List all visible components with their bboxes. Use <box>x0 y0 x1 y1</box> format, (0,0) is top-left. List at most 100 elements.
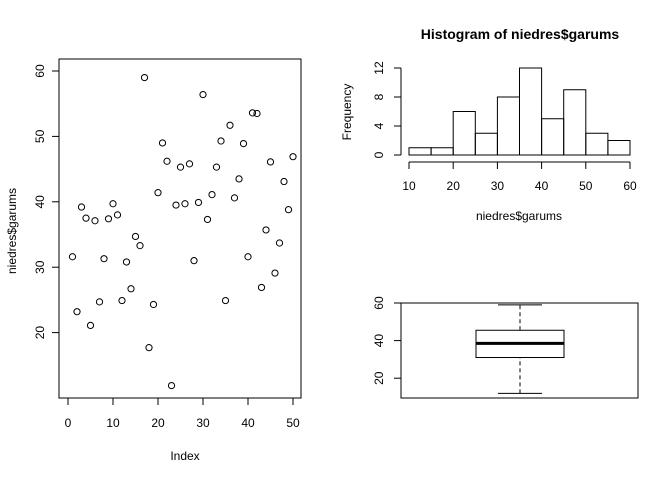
scatter-point <box>154 189 162 197</box>
scatter-y-tick-label: 60 <box>33 64 47 78</box>
histogram-x-tick-label: 20 <box>447 179 461 193</box>
scatter-point <box>266 158 275 166</box>
boxplot-y-axis: 20 40 60 <box>372 296 402 385</box>
scatter-point <box>203 215 212 224</box>
scatter-x-tick-label: 0 <box>65 416 72 430</box>
scatter-point <box>239 139 248 148</box>
histogram-x-tick-label: 50 <box>579 179 593 193</box>
histogram-bar <box>607 140 631 156</box>
scatter-point <box>149 300 158 309</box>
scatter-x-tick-label: 20 <box>151 416 165 430</box>
scatter-panel: 0 10 20 30 40 50 20 30 40 50 60 Index niedres$gar… <box>5 58 302 463</box>
scatter-point <box>289 153 297 161</box>
scatter-point <box>100 255 108 263</box>
scatter-point <box>95 298 104 306</box>
scatter-x-tick-label: 10 <box>106 416 120 430</box>
histogram-x-tick-label: 10 <box>402 179 416 193</box>
boxplot-y-tick-label: 60 <box>372 296 386 310</box>
boxplot-y-tick-label: 20 <box>372 371 386 385</box>
histogram-bar <box>541 118 565 156</box>
histogram-bar <box>496 96 520 156</box>
scatter-point <box>230 194 239 202</box>
scatter-x-tick-label: 30 <box>196 416 210 430</box>
scatter-point <box>73 308 81 316</box>
boxplot-box <box>475 304 565 394</box>
scatter-point <box>217 137 225 145</box>
histogram-y-tick-label: 4 <box>372 122 386 129</box>
scatter-point <box>167 381 176 390</box>
scatter-point <box>91 217 99 225</box>
scatter-point <box>113 211 122 219</box>
histogram-x-tick-label: 30 <box>491 179 505 193</box>
scatter-point <box>136 242 144 250</box>
scatter-point <box>190 257 198 265</box>
histogram-x-tick-label: 40 <box>535 179 549 193</box>
scatter-x-axis: 0 10 20 30 40 50 <box>65 397 300 430</box>
histogram-y-tick-label: 12 <box>372 61 386 75</box>
scatter-point <box>244 253 252 261</box>
histogram-x-axis: 10 20 30 40 50 60 <box>402 161 637 193</box>
scatter-point <box>181 200 189 208</box>
histogram-y-axis: 0 4 8 12 <box>372 61 402 158</box>
histogram-bar <box>408 147 432 156</box>
scatter-point <box>172 201 180 209</box>
scatter-point <box>145 344 153 352</box>
histogram-x-label: niedres$garums <box>476 209 562 223</box>
scatter-point <box>176 163 185 171</box>
scatter-y-tick-label: 20 <box>33 326 47 340</box>
histogram-bar <box>585 132 609 156</box>
scatter-x-tick-label: 40 <box>241 416 255 430</box>
boxplot-y-tick-label: 40 <box>372 334 386 348</box>
histogram-panel: Histogram of niedres$garums 10 20 30 40 50 60… <box>340 26 637 223</box>
scatter-point <box>271 269 279 277</box>
scatter-point <box>185 160 194 168</box>
scatter-y-tick-label: 40 <box>33 195 47 209</box>
scatter-y-label: niedres$garums <box>5 188 19 274</box>
scatter-point <box>82 214 90 222</box>
scatter-x-label: Index <box>170 449 199 463</box>
histogram-title: Histogram of niedres$garums <box>421 26 620 42</box>
scatter-point <box>212 163 221 171</box>
histogram-bars <box>408 67 631 156</box>
scatter-point <box>118 296 126 305</box>
scatter-point <box>163 157 171 165</box>
scatter-point <box>122 258 131 266</box>
scatter-point <box>109 200 117 208</box>
scatter-point <box>104 215 113 223</box>
scatter-point <box>86 321 95 330</box>
scatter-point <box>226 121 234 129</box>
scatter-point <box>208 191 216 199</box>
scatter-point <box>158 139 167 147</box>
histogram-y-tick-label: 0 <box>372 151 386 158</box>
histogram-bar <box>430 147 454 156</box>
scatter-point <box>221 296 230 305</box>
scatter-point <box>194 198 203 207</box>
scatter-plot-frame <box>58 58 302 399</box>
scatter-point <box>248 109 257 117</box>
scatter-point <box>131 232 140 241</box>
scatter-point <box>262 226 270 234</box>
scatter-point <box>257 283 266 292</box>
boxplot-panel: 20 40 60 <box>372 296 639 399</box>
scatter-y-tick-label: 50 <box>33 129 47 143</box>
scatter-point <box>77 203 86 211</box>
histogram-bar <box>474 132 498 156</box>
histogram-x-tick-label: 60 <box>623 179 637 193</box>
scatter-y-tick-label: 30 <box>33 260 47 274</box>
scatter-y-axis: 20 30 40 50 60 <box>33 64 60 340</box>
histogram-bar <box>563 89 587 156</box>
scatter-point <box>284 206 293 214</box>
scatter-points <box>68 73 297 390</box>
histogram-y-tick-label: 8 <box>372 93 386 100</box>
scatter-point <box>253 109 261 118</box>
scatter-point <box>68 253 77 261</box>
scatter-point <box>275 239 284 247</box>
scatter-point <box>140 73 149 82</box>
scatter-x-tick-label: 50 <box>286 416 300 430</box>
scatter-point <box>235 175 243 183</box>
scatter-point <box>280 177 288 186</box>
histogram-bar <box>452 111 476 156</box>
scatter-point <box>199 90 207 99</box>
histogram-y-label: Frequency <box>340 84 354 141</box>
